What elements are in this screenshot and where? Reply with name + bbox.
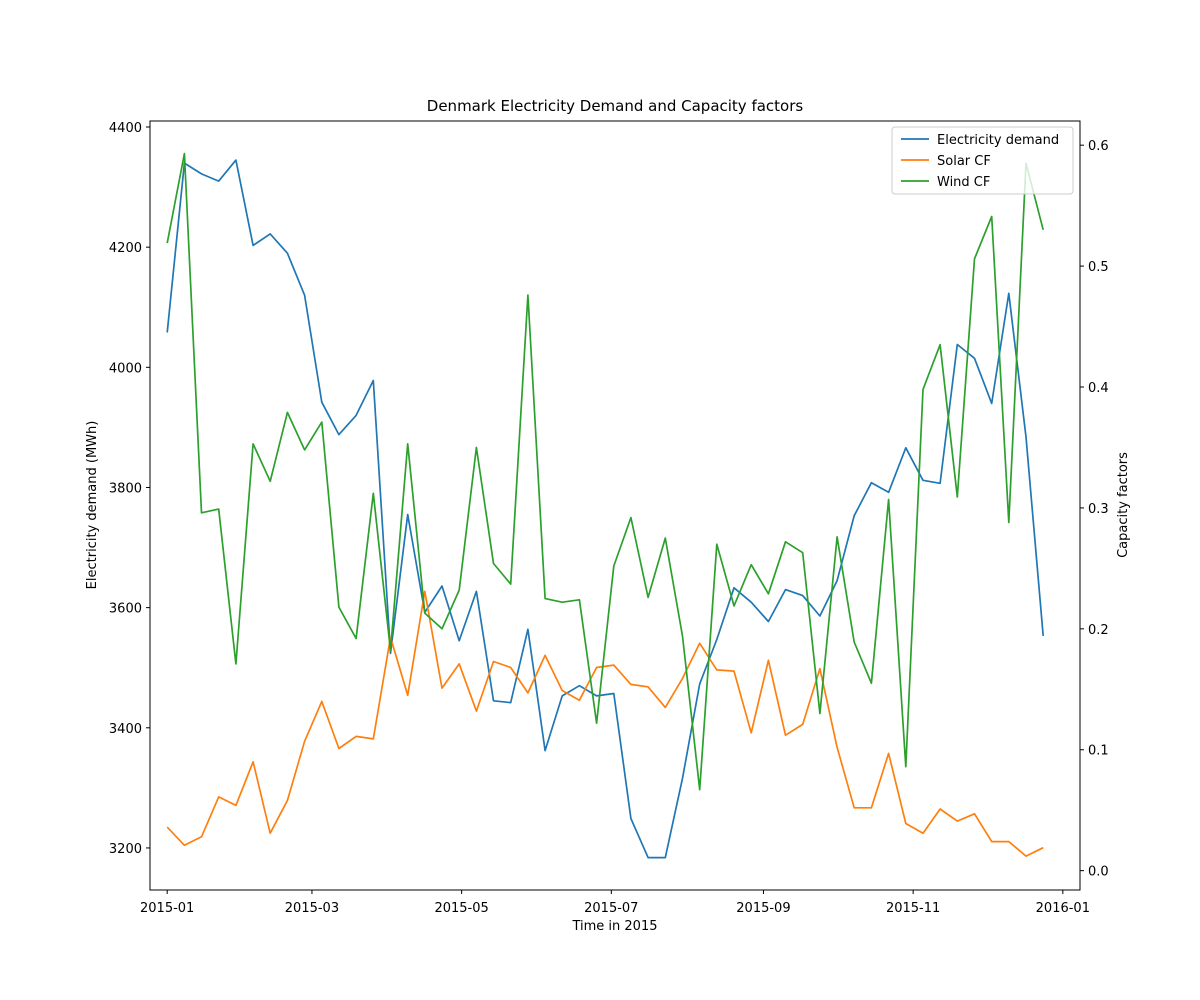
x-axis-label: Time in 2015 xyxy=(571,919,657,934)
y-left-tick-label: 4200 xyxy=(109,241,142,256)
y-left-tick-label: 3800 xyxy=(109,481,142,496)
plot-area-frame xyxy=(149,120,1081,891)
y-left-tick-label: 3600 xyxy=(109,602,142,617)
y-axis-right-label: Capacity factors xyxy=(1116,452,1131,558)
y-left-tick-label: 3200 xyxy=(109,842,142,857)
series-line-electricity-demand xyxy=(166,159,1045,859)
y-right-tick-label: 0.4 xyxy=(1088,381,1109,396)
x-axis: 2015-01 2015-03 2015-05 2015-07 2015-09 2015-… xyxy=(140,890,1090,916)
y-left-tick-label: 3400 xyxy=(109,722,142,737)
series-line-wind-cf xyxy=(166,152,1045,791)
legend-entry: Electricity demand xyxy=(937,133,1059,148)
x-tick-label: 2015-11 xyxy=(886,901,940,916)
y-right-tick-label: 0.5 xyxy=(1088,260,1109,275)
x-tick-label: 2015-07 xyxy=(584,901,638,916)
legend-box xyxy=(891,126,1074,195)
y-axis-right: 0.0 0.1 0.2 0.3 0.4 0.5 0.6 xyxy=(1080,139,1109,880)
x-tick-label: 2016-01 xyxy=(1036,901,1090,916)
x-tick-label: 2015-09 xyxy=(736,901,790,916)
x-tick-label: 2015-05 xyxy=(434,901,488,916)
plot-lines xyxy=(166,152,1045,859)
y-right-tick-label: 0.0 xyxy=(1088,865,1109,880)
y-right-tick-label: 0.3 xyxy=(1088,502,1109,517)
y-axis-left-label: Electricity demand (MWh) xyxy=(85,421,100,590)
y-right-tick-label: 0.6 xyxy=(1088,139,1109,154)
y-axis-left: 3200 3400 3600 3800 4000 4200 4400 xyxy=(109,121,150,857)
series-line-solar-cf xyxy=(166,590,1044,857)
legend: Electricity demand Solar CF Wind CF xyxy=(891,126,1074,195)
chart-title: Denmark Electricity Demand and Capacity … xyxy=(427,97,804,115)
x-tick-label: 2015-03 xyxy=(285,901,339,916)
y-left-tick-label: 4400 xyxy=(109,121,142,136)
y-right-tick-label: 0.1 xyxy=(1088,744,1109,759)
y-left-tick-label: 4000 xyxy=(109,361,142,376)
legend-entry: Wind CF xyxy=(937,175,990,190)
x-tick-label: 2015-01 xyxy=(140,901,194,916)
legend-entry: Solar CF xyxy=(937,154,991,169)
y-right-tick-label: 0.2 xyxy=(1088,623,1109,638)
